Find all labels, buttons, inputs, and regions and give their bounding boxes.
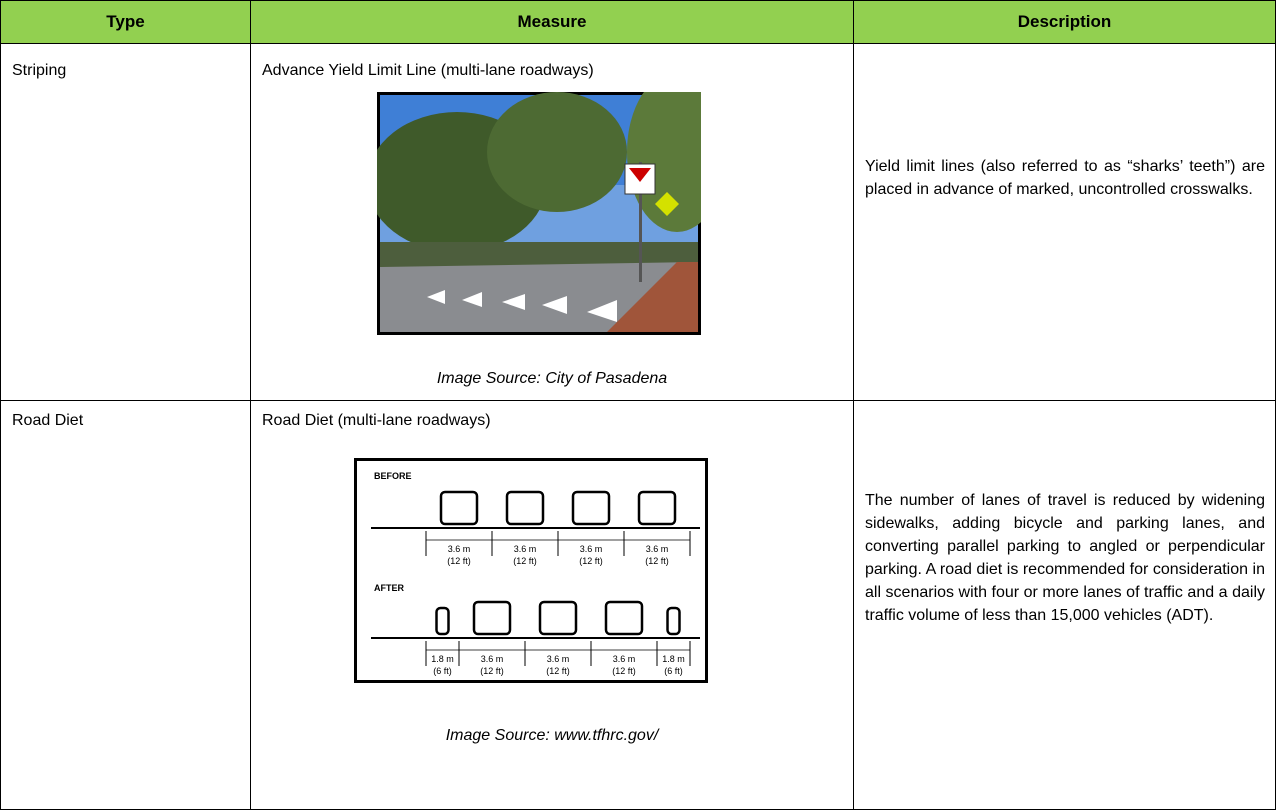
lane-width: 3.6 m [646, 544, 669, 554]
lane-width-imperial: (12 ft) [645, 556, 669, 566]
vehicle [538, 600, 578, 636]
lane-width: 3.6 m [448, 544, 471, 554]
lane-width-imperial: (12 ft) [480, 666, 504, 676]
lane-width: 1.8 m [431, 654, 454, 664]
type-text: Road Diet [12, 412, 84, 429]
description-text: The number of lanes of travel is reduced… [865, 492, 1265, 624]
header-cell: Description [853, 0, 1276, 44]
cell [853, 43, 1276, 401]
vehicle [505, 490, 545, 526]
diagram-label: AFTER [374, 583, 404, 593]
lane-width-imperial: (12 ft) [546, 666, 570, 676]
lane-width-imperial: (12 ft) [513, 556, 537, 566]
type-text: Striping [12, 62, 67, 79]
description-text: Yield limit lines (also referred to as “… [865, 158, 1265, 198]
image-caption: Image Source: City of Pasadena [436, 370, 668, 387]
header-cell: Type [0, 0, 251, 44]
photo [377, 92, 701, 335]
vehicle [435, 606, 450, 636]
vehicle [472, 600, 512, 636]
cell [0, 43, 251, 401]
lane-width: 1.8 m [662, 654, 685, 664]
vehicle [571, 490, 611, 526]
image-caption: Image Source: www.tfhrc.gov/ [445, 727, 659, 744]
road-diet-diagram: BEFORE AFTER 3.6 m (12 ft) 3.6 m (12 ft) 3.6… [354, 458, 708, 683]
cell [0, 400, 251, 810]
lane-width-imperial: (6 ft) [433, 666, 452, 676]
vehicle [439, 490, 479, 526]
lane-width-imperial: (6 ft) [664, 666, 683, 676]
measure-text: Advance Yield Limit Line (multi-lane roa… [262, 62, 594, 79]
lane-width-imperial: (12 ft) [579, 556, 603, 566]
diagram-label: BEFORE [374, 471, 412, 481]
measure-text: Road Diet (multi-lane roadways) [262, 412, 491, 429]
vehicle [637, 490, 677, 526]
lane-width: 3.6 m [481, 654, 504, 664]
lane-width: 3.6 m [514, 544, 537, 554]
vehicle [604, 600, 644, 636]
vehicle [666, 606, 681, 636]
header-cell: Measure [250, 0, 854, 44]
lane-width-imperial: (12 ft) [612, 666, 636, 676]
lane-width: 3.6 m [547, 654, 570, 664]
lane-width: 3.6 m [613, 654, 636, 664]
lane-width-imperial: (12 ft) [447, 556, 471, 566]
lane-width: 3.6 m [580, 544, 603, 554]
